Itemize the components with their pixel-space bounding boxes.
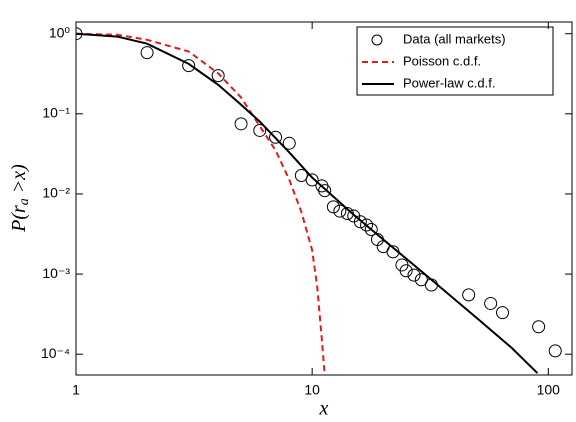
legend-marker [371, 34, 383, 46]
y-tick-label: 10⁰ [49, 24, 71, 40]
data-point [407, 268, 421, 282]
line [76, 32, 539, 374]
x-tick-label: 1 [72, 382, 80, 398]
y-label-part: >x) [8, 164, 30, 198]
legend-label: Power-law c.d.f. [403, 75, 495, 90]
data-point [318, 184, 332, 198]
y-tick-label: 10⁻⁴ [41, 345, 70, 361]
y-label-part: P(r [8, 205, 30, 233]
x-tick-label: 10 [304, 382, 320, 398]
line [76, 32, 326, 375]
data-point [182, 59, 196, 73]
plot-frame [75, 21, 573, 376]
data-point [364, 223, 378, 237]
x-axis-label: x [319, 398, 329, 420]
data-point [399, 264, 413, 278]
data-point [548, 344, 562, 358]
y-tick-label: 10⁻² [42, 185, 70, 201]
data-point [140, 46, 154, 60]
data-point [269, 130, 283, 144]
data-point [253, 123, 267, 137]
data-point [496, 306, 510, 320]
data-point [326, 200, 340, 214]
y-axis-label: P(ra >x) [8, 164, 33, 233]
data-point [282, 136, 296, 150]
data-point [211, 69, 225, 83]
data-point [360, 218, 374, 232]
x-tick-label: 100 [537, 382, 561, 398]
data-point [462, 288, 476, 302]
data-point [484, 296, 498, 310]
y-tick-label: 10⁻³ [42, 265, 70, 281]
data-point [414, 273, 428, 287]
data-point [333, 204, 347, 218]
legend-label: Poisson c.d.f. [403, 53, 481, 68]
y-label-sub: a [17, 198, 32, 205]
data-point [532, 320, 546, 334]
data-point [305, 173, 319, 187]
y-tick-label: 10⁻¹ [42, 105, 70, 121]
legend-label: Data (all markets) [403, 31, 506, 46]
data-point [353, 215, 367, 229]
data-point [234, 117, 248, 131]
